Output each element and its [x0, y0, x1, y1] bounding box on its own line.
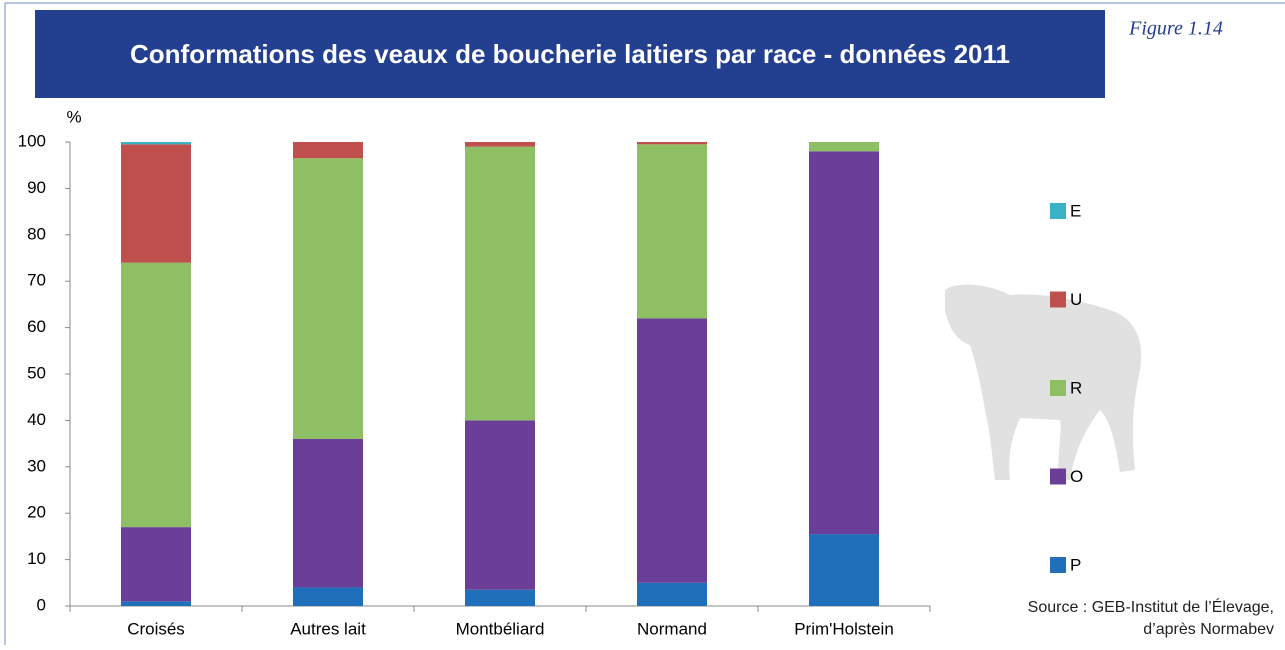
chart-title: Conformations des veaux de boucherie lai… [130, 39, 1010, 69]
x-tick-label: Normand [637, 619, 707, 638]
bar-segment [809, 142, 879, 151]
bar-segment [637, 583, 707, 606]
bar-segment [293, 158, 363, 439]
y-tick-label: 60 [27, 317, 46, 336]
calf-illustration [945, 285, 1141, 480]
bar-segment [809, 151, 879, 534]
legend-swatch [1050, 380, 1066, 396]
bar-segment [637, 144, 707, 318]
bar-segment [465, 142, 535, 147]
bar-segment [293, 587, 363, 606]
y-tick-label: 0 [37, 595, 46, 614]
legend-swatch [1050, 557, 1066, 573]
figure-label: Figure 1.14 [1128, 18, 1223, 40]
y-tick-label: 10 [27, 549, 46, 568]
bar-segment [293, 439, 363, 587]
bar-segment [465, 590, 535, 606]
bar-segment [637, 318, 707, 582]
bar-segment [121, 601, 191, 606]
y-tick-label: 70 [27, 271, 46, 290]
x-tick-label: Prim'Holstein [794, 619, 894, 638]
y-tick-label: 100 [18, 131, 46, 150]
y-tick-label: 40 [27, 410, 46, 429]
bar-segment [121, 142, 191, 144]
legend-label: E [1070, 201, 1081, 220]
y-tick-label: 20 [27, 503, 46, 522]
bar-segment [809, 534, 879, 606]
source-note: Source : GEB-Institut de l’Élevage, [1028, 597, 1274, 616]
y-tick-label: 90 [27, 178, 46, 197]
page: {"chart_data": {"type": "stacked-bar", "… [0, 0, 1285, 650]
legend-label: R [1070, 378, 1082, 397]
bar-segment [293, 142, 363, 158]
bar-segment [465, 420, 535, 589]
y-tick-label: 50 [27, 363, 46, 382]
legend-swatch [1050, 203, 1066, 219]
legend-swatch [1050, 469, 1066, 485]
chart: Conformations des veaux de boucherie lai… [0, 0, 1285, 645]
legend-label: O [1070, 467, 1083, 486]
legend-label: U [1070, 290, 1082, 309]
bar-segment [637, 142, 707, 144]
legend-swatch [1050, 292, 1066, 308]
x-tick-label: Montbéliard [456, 619, 545, 638]
y-tick-label: 30 [27, 456, 46, 475]
x-tick-label: Croisés [127, 619, 185, 638]
legend-label: P [1070, 555, 1081, 574]
y-tick-label: 80 [27, 224, 46, 243]
source-note: d’après Normabev [1143, 621, 1274, 638]
y-axis-label: % [66, 107, 81, 126]
bar-segment [121, 263, 191, 527]
bar-segment [465, 147, 535, 421]
bar-segment [121, 527, 191, 601]
bar-segment [121, 144, 191, 262]
x-tick-label: Autres lait [290, 619, 366, 638]
